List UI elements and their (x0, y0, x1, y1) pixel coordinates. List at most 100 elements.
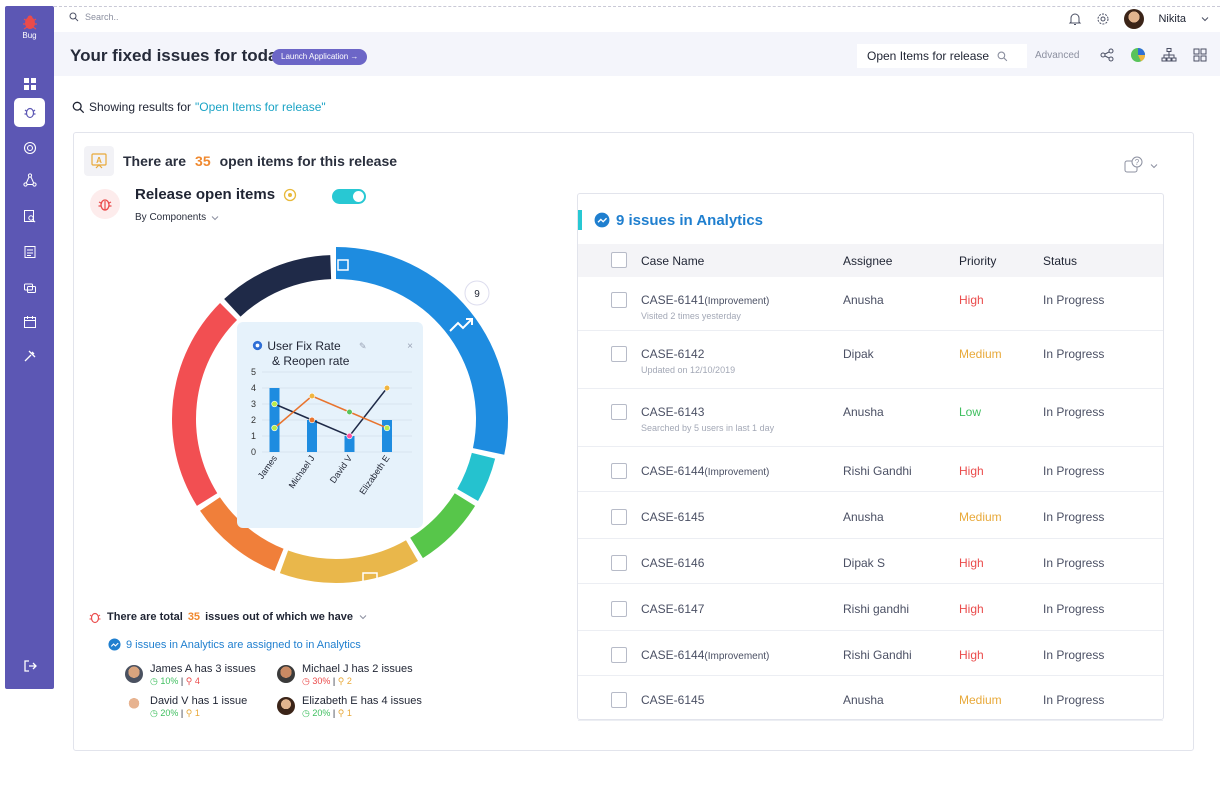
table-row[interactable]: CASE-6147 Rishi gandhi High In Progress (578, 584, 1163, 631)
case-name-cell[interactable]: CASE-6141(Improvement) Visited 2 times ye… (641, 293, 769, 321)
select-all-checkbox[interactable] (611, 252, 627, 268)
edit-icon[interactable]: ✎ (359, 341, 367, 351)
data-point[interactable] (346, 432, 353, 440)
data-point[interactable] (271, 400, 278, 408)
launch-application-button[interactable]: Launch Application → (272, 49, 368, 65)
sidebar: Bug (5, 6, 54, 689)
app-logo[interactable]: Bug (5, 14, 54, 40)
case-name-cell[interactable]: CASE-6144(Improvement) (641, 464, 769, 478)
table-row[interactable]: CASE-6142 Updated on 12/10/2019 Dipak Mediu… (578, 331, 1163, 389)
totals-summary[interactable]: There are total 35 issues out of which w… (88, 610, 368, 624)
case-name-cell[interactable]: CASE-6146 (641, 556, 704, 570)
nav-logout[interactable] (5, 652, 54, 680)
table-row[interactable]: CASE-6141(Improvement) Visited 2 times ye… (578, 277, 1163, 331)
y-tick-label: 4 (251, 383, 256, 393)
settings-gear-icon[interactable] (1096, 12, 1110, 26)
bar[interactable] (382, 420, 392, 452)
table-row[interactable]: CASE-6144(Improvement) Rishi Gandhi High In… (578, 631, 1163, 676)
group-by-dropdown[interactable]: By Components (135, 212, 220, 223)
person-elizabeth[interactable]: Elizabeth E has 4 issues ◷ 20% | ⚲ 1 (277, 695, 422, 719)
data-point[interactable] (383, 384, 391, 392)
segment-shield[interactable] (410, 493, 476, 559)
col-status[interactable]: Status (1043, 254, 1078, 268)
case-name-cell[interactable]: CASE-6145 (641, 693, 704, 707)
release-toggle[interactable] (332, 189, 366, 204)
person-david[interactable]: David V has 1 issue ◷ 20% | ⚲ 1 (125, 695, 247, 719)
search-icon[interactable] (997, 51, 1008, 62)
priority-cell: Low (959, 405, 982, 419)
segment-mountain[interactable] (457, 452, 496, 501)
global-search[interactable]: Search.. (69, 12, 119, 22)
row-checkbox[interactable] (611, 404, 627, 420)
case-name-cell[interactable]: CASE-6143 Searched by 5 users in last 1 d… (641, 405, 774, 433)
info-badge-icon[interactable] (283, 188, 297, 202)
row-checkbox[interactable] (611, 555, 627, 571)
data-point[interactable] (308, 392, 316, 400)
bar[interactable] (307, 420, 317, 452)
nav-calendar[interactable] (5, 308, 54, 336)
nav-bugs[interactable] (5, 97, 54, 127)
segment-doc-search[interactable] (200, 497, 284, 572)
case-name-cell[interactable]: CASE-6145 (641, 510, 704, 524)
filter-search-input[interactable]: Open Items for release (857, 44, 1027, 68)
nav-network[interactable] (5, 166, 54, 194)
apps-grid-icon[interactable] (1192, 47, 1208, 63)
nav-target[interactable] (5, 134, 54, 162)
advanced-search-link[interactable]: Advanced (1035, 50, 1080, 61)
person-name: Elizabeth E has 4 issues (302, 695, 422, 707)
nav-reports[interactable] (5, 238, 54, 266)
row-checkbox[interactable] (611, 292, 627, 308)
segment-analytics[interactable] (336, 247, 509, 455)
row-checkbox[interactable] (611, 692, 627, 708)
segment-image-search[interactable] (279, 540, 418, 583)
table-row[interactable]: CASE-6146 Dipak S High In Progress (578, 539, 1163, 584)
person-james[interactable]: James A has 3 issues ◷ 10% | ⚲ 4 (125, 663, 256, 687)
nav-tools[interactable] (5, 342, 54, 370)
results-query[interactable]: "Open Items for release" (195, 100, 326, 114)
segment-tag[interactable] (172, 303, 238, 506)
table-row[interactable]: CASE-6143 Searched by 5 users in last 1 d… (578, 389, 1163, 447)
case-name-cell[interactable]: CASE-6142 Updated on 12/10/2019 (641, 347, 735, 375)
data-point[interactable] (383, 424, 391, 432)
nav-dashboard[interactable] (5, 70, 54, 98)
grid-icon (23, 78, 36, 90)
bar[interactable] (269, 388, 280, 452)
chevron-down-icon[interactable] (1200, 14, 1210, 24)
data-point[interactable] (271, 424, 278, 432)
nav-messages[interactable] (5, 274, 54, 302)
col-case-name[interactable]: Case Name (641, 254, 705, 268)
data-point[interactable] (346, 408, 353, 416)
pie-chart-icon[interactable] (1130, 47, 1146, 63)
hierarchy-icon[interactable] (1161, 47, 1177, 63)
user-name[interactable]: Nikita (1158, 13, 1186, 25)
row-checkbox[interactable] (611, 463, 627, 479)
bar[interactable] (344, 436, 355, 452)
analytics-assignment-line[interactable]: 9 issues in Analytics are assigned to in… (108, 638, 361, 651)
case-name-cell[interactable]: CASE-6147 (641, 602, 704, 616)
share-icon[interactable] (1099, 47, 1115, 63)
col-priority[interactable]: Priority (959, 254, 997, 268)
table-row[interactable]: CASE-6145 Anusha Medium In Progress (578, 492, 1163, 539)
data-point[interactable] (308, 416, 316, 424)
trend-circle-icon (594, 212, 610, 228)
segment-branch[interactable] (224, 255, 332, 317)
priority-cell: High (959, 464, 984, 478)
row-checkbox[interactable] (611, 346, 627, 362)
status-cell: In Progress (1043, 648, 1105, 662)
col-assignee[interactable]: Assignee (843, 254, 893, 268)
help-menu[interactable]: ? (1123, 155, 1159, 177)
table-row[interactable]: CASE-6145 Anusha Medium In Progress (578, 676, 1163, 721)
row-checkbox[interactable] (611, 601, 627, 617)
row-checkbox[interactable] (611, 509, 627, 525)
priority-cell: Medium (959, 693, 1002, 707)
bell-icon[interactable] (1068, 12, 1082, 26)
close-icon[interactable]: × (407, 341, 413, 352)
person-michael[interactable]: Michael J has 2 issues ◷ 30% | ⚲ 2 (277, 663, 413, 687)
case-id: CASE-6142 (641, 347, 705, 361)
row-checkbox[interactable] (611, 647, 627, 663)
case-name-cell[interactable]: CASE-6144(Improvement) (641, 648, 769, 662)
user-avatar[interactable] (1124, 9, 1145, 29)
nav-search-docs[interactable] (5, 202, 54, 230)
results-label: Showing results for "Open Items for rele… (72, 100, 326, 114)
table-row[interactable]: CASE-6144(Improvement) Rishi Gandhi High In… (578, 447, 1163, 492)
